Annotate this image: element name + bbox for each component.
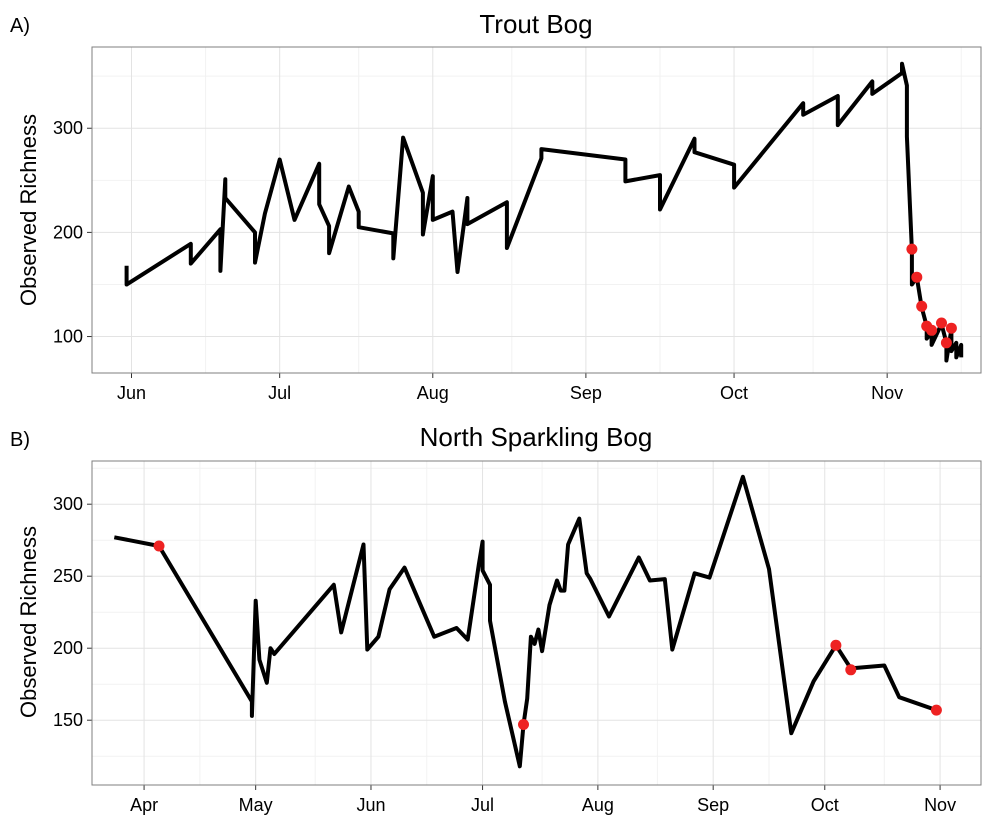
x-tick-label: Nov [871, 383, 903, 403]
highlight-point [940, 337, 952, 349]
y-tick-label: 300 [53, 118, 83, 138]
panel-label: B) [10, 429, 30, 451]
plot-border [91, 46, 982, 374]
chart-title: Trout Bog [479, 9, 592, 39]
panel-north-sparkling-bog: B) North Sparkling Bog Observed Richness… [10, 422, 982, 815]
highlight-point [916, 300, 928, 312]
y-tick-label: 300 [53, 494, 83, 514]
series-line [113, 474, 938, 769]
chart-title: North Sparkling Bog [420, 422, 653, 452]
y-tick-label: 100 [53, 327, 83, 347]
highlight-point [845, 664, 857, 676]
x-tick-label: Apr [130, 795, 158, 815]
x-tick-label: Sep [697, 795, 729, 815]
panel-trout-bog: A) Trout Bog Observed Richness Jun Jul Aug… [10, 9, 982, 403]
highlight-point [906, 243, 918, 255]
x-tick-label: Nov [924, 795, 956, 815]
highlight-point [153, 540, 165, 552]
x-tick-label: Aug [417, 383, 449, 403]
highlight-point [945, 322, 957, 334]
x-tick-label: Jul [471, 795, 494, 815]
x-tick-label: Jun [117, 383, 146, 403]
y-tick-label: 250 [53, 566, 83, 586]
y-tick-label: 200 [53, 638, 83, 658]
plot-background [92, 461, 981, 785]
x-tick-label: Jun [356, 795, 385, 815]
plot-background [92, 47, 981, 373]
y-tick-label: 200 [53, 222, 83, 242]
highlight-point [911, 271, 923, 283]
x-tick-label: Oct [811, 795, 839, 815]
x-tick-label: Sep [570, 383, 602, 403]
y-axis-label: Observed Richness [16, 114, 41, 306]
highlight-point [926, 324, 938, 336]
x-tick-label: Oct [720, 383, 748, 403]
grid [92, 461, 981, 785]
plot-border [91, 460, 982, 786]
x-tick-label: Jul [268, 383, 291, 403]
highlight-point [518, 719, 529, 730]
y-axis-label: Observed Richness [16, 526, 41, 718]
highlight-point [830, 639, 842, 651]
x-tick-label: May [239, 795, 273, 815]
highlight-point [936, 317, 947, 329]
y-tick-label: 150 [53, 710, 83, 730]
x-tick-label: Aug [582, 795, 614, 815]
highlight-point [930, 704, 942, 716]
panel-label: A) [10, 15, 30, 37]
grid [92, 47, 981, 373]
